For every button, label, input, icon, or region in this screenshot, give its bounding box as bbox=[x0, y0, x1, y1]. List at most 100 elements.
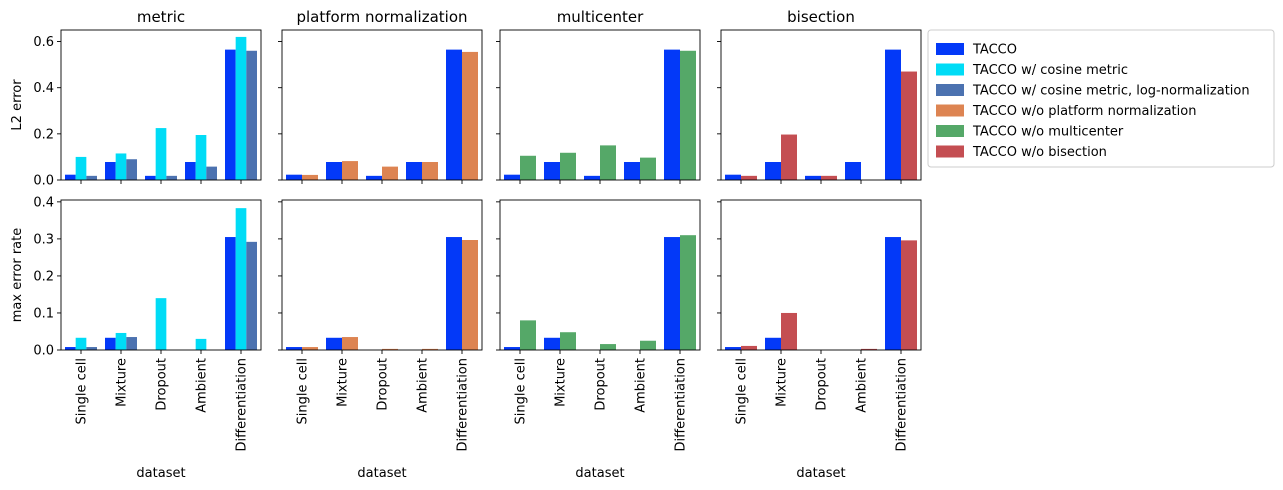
bar-tacco-w-cosine-metric bbox=[75, 337, 87, 350]
panel-0-0: 0.0 0.2 0.4 0.6 metric bbox=[33, 8, 262, 189]
legend-label: TACCO w/ cosine metric bbox=[972, 63, 1128, 78]
bar-tacco-w-o-multicenter bbox=[680, 50, 696, 180]
bar-tacco-w-cosine-metric-log-normalization bbox=[86, 347, 97, 350]
bar-tacco-w-o-bisection bbox=[741, 175, 757, 180]
bar-tacco bbox=[446, 237, 462, 350]
x-tick-label: Differentiation bbox=[674, 358, 689, 451]
legend-label: TACCO w/o platform normalization bbox=[972, 104, 1196, 119]
bar-tacco bbox=[406, 162, 422, 180]
bar-tacco-w-o-bisection bbox=[781, 312, 797, 350]
bar-tacco-w-cosine-metric-log-normalization bbox=[86, 175, 97, 180]
legend-swatch bbox=[936, 84, 964, 96]
bar-tacco-w-o-platform-normalization bbox=[462, 240, 478, 350]
bar-tacco-w-o-multicenter bbox=[600, 344, 616, 350]
x-axis-label: dataset bbox=[796, 466, 845, 481]
x-tick-label: Mixture bbox=[775, 358, 790, 407]
bar-tacco-w-o-multicenter bbox=[520, 320, 536, 350]
legend-swatch bbox=[936, 145, 964, 158]
bar-tacco bbox=[366, 175, 382, 180]
y-tick-label: 0.4 bbox=[33, 81, 54, 96]
bar-tacco-w-o-platform-normalization bbox=[302, 347, 318, 350]
x-tick-label: Single cell bbox=[514, 358, 529, 424]
bar-tacco-w-cosine-metric-log-normalization bbox=[246, 241, 257, 350]
x-tick-label: Ambient bbox=[195, 358, 210, 413]
legend-box bbox=[927, 29, 1275, 168]
y-tick-label: 0.1 bbox=[33, 306, 54, 321]
legend-swatch bbox=[936, 125, 964, 137]
bar-tacco-w-o-multicenter bbox=[680, 235, 696, 350]
legend-label: TACCO w/o multicenter bbox=[972, 125, 1124, 140]
bar-tacco-w-o-multicenter bbox=[600, 145, 616, 180]
bar-tacco-w-cosine-metric-log-normalization bbox=[166, 175, 177, 180]
x-tick-label: Single cell bbox=[735, 358, 750, 424]
bar-tacco bbox=[725, 347, 741, 350]
y-axis-label: max error rate bbox=[10, 228, 25, 322]
bar-tacco-w-o-bisection bbox=[741, 345, 757, 350]
bar-tacco bbox=[145, 175, 156, 180]
bar-tacco bbox=[504, 347, 520, 350]
bar-tacco bbox=[286, 347, 302, 350]
bar-tacco bbox=[446, 49, 462, 181]
bar-tacco-w-cosine-metric bbox=[235, 36, 247, 180]
panel-1-3: Single cell Mixture Dropout Ambient Differen… bbox=[717, 199, 922, 481]
x-axis-label: dataset bbox=[575, 466, 624, 481]
bar-tacco bbox=[225, 237, 236, 350]
bar-tacco bbox=[105, 162, 116, 180]
x-tick-label: Ambient bbox=[634, 358, 649, 413]
bar-tacco bbox=[105, 337, 116, 350]
bar-tacco bbox=[664, 237, 680, 350]
x-axis-label: dataset bbox=[357, 466, 406, 481]
bar-tacco-w-o-multicenter bbox=[640, 340, 656, 350]
legend-label: TACCO w/o bisection bbox=[972, 145, 1107, 160]
legend-label: TACCO w/ cosine metric, log-normalizatio… bbox=[972, 84, 1250, 99]
x-tick-label: Single cell bbox=[75, 358, 90, 424]
x-tick-label: Differentiation bbox=[235, 358, 250, 451]
bar-tacco-w-o-platform-normalization bbox=[462, 51, 478, 180]
x-tick-label: Ambient bbox=[855, 358, 870, 413]
x-tick-label: Differentiation bbox=[895, 358, 910, 451]
y-tick-label: 0.0 bbox=[33, 344, 54, 359]
panel-1-2: Single cell Mixture Dropout Ambient Differen… bbox=[496, 199, 701, 481]
bar-tacco-w-cosine-metric bbox=[235, 208, 247, 350]
bar-tacco bbox=[885, 49, 901, 181]
bar-tacco bbox=[185, 162, 196, 180]
bar-tacco-w-o-platform-normalization bbox=[302, 174, 318, 180]
x-tick-label: Dropout bbox=[594, 358, 609, 411]
bar-tacco-w-cosine-metric bbox=[195, 338, 207, 350]
legend-label: TACCO bbox=[972, 43, 1017, 58]
x-tick-label: Dropout bbox=[815, 358, 830, 411]
y-tick-label: 0.0 bbox=[33, 174, 54, 189]
bar-tacco-w-o-multicenter bbox=[520, 155, 536, 180]
bar-tacco-w-cosine-metric bbox=[195, 135, 207, 180]
x-tick-label: Differentiation bbox=[456, 358, 471, 451]
bar-tacco-w-o-multicenter bbox=[640, 157, 656, 180]
bar-tacco bbox=[664, 49, 680, 181]
panel-title: platform normalization bbox=[296, 8, 467, 26]
y-tick-label: 0.4 bbox=[33, 195, 54, 210]
legend: TACCO TACCO w/ cosine metric TACCO w/ cosi… bbox=[927, 29, 1275, 168]
bar-tacco-w-o-bisection bbox=[781, 134, 797, 180]
bar-tacco-w-o-bisection bbox=[901, 240, 917, 350]
bar-tacco-w-o-multicenter bbox=[560, 332, 576, 350]
y-tick-label: 0.2 bbox=[33, 127, 54, 142]
bar-tacco bbox=[326, 162, 342, 180]
bar-tacco bbox=[805, 175, 821, 180]
legend-swatch bbox=[936, 104, 964, 117]
y-tick-label: 0.3 bbox=[33, 232, 54, 247]
bar-tacco-w-cosine-metric bbox=[155, 298, 167, 350]
legend-swatch bbox=[936, 43, 964, 55]
panel-title: bisection bbox=[787, 8, 855, 26]
bar-tacco-w-cosine-metric bbox=[115, 332, 127, 350]
bar-tacco bbox=[65, 347, 76, 350]
legend-swatch bbox=[936, 63, 964, 76]
bar-tacco-w-cosine-metric-log-normalization bbox=[246, 50, 257, 180]
x-tick-label: Single cell bbox=[296, 358, 311, 424]
bar-tacco bbox=[765, 162, 781, 180]
bar-tacco-w-cosine-metric bbox=[75, 156, 87, 180]
bar-tacco bbox=[624, 162, 640, 180]
x-axis-label: dataset bbox=[136, 466, 185, 481]
panel-0-2: multicenter bbox=[496, 8, 701, 184]
x-tick-label: Ambient bbox=[416, 358, 431, 413]
panel-title: metric bbox=[137, 8, 185, 26]
